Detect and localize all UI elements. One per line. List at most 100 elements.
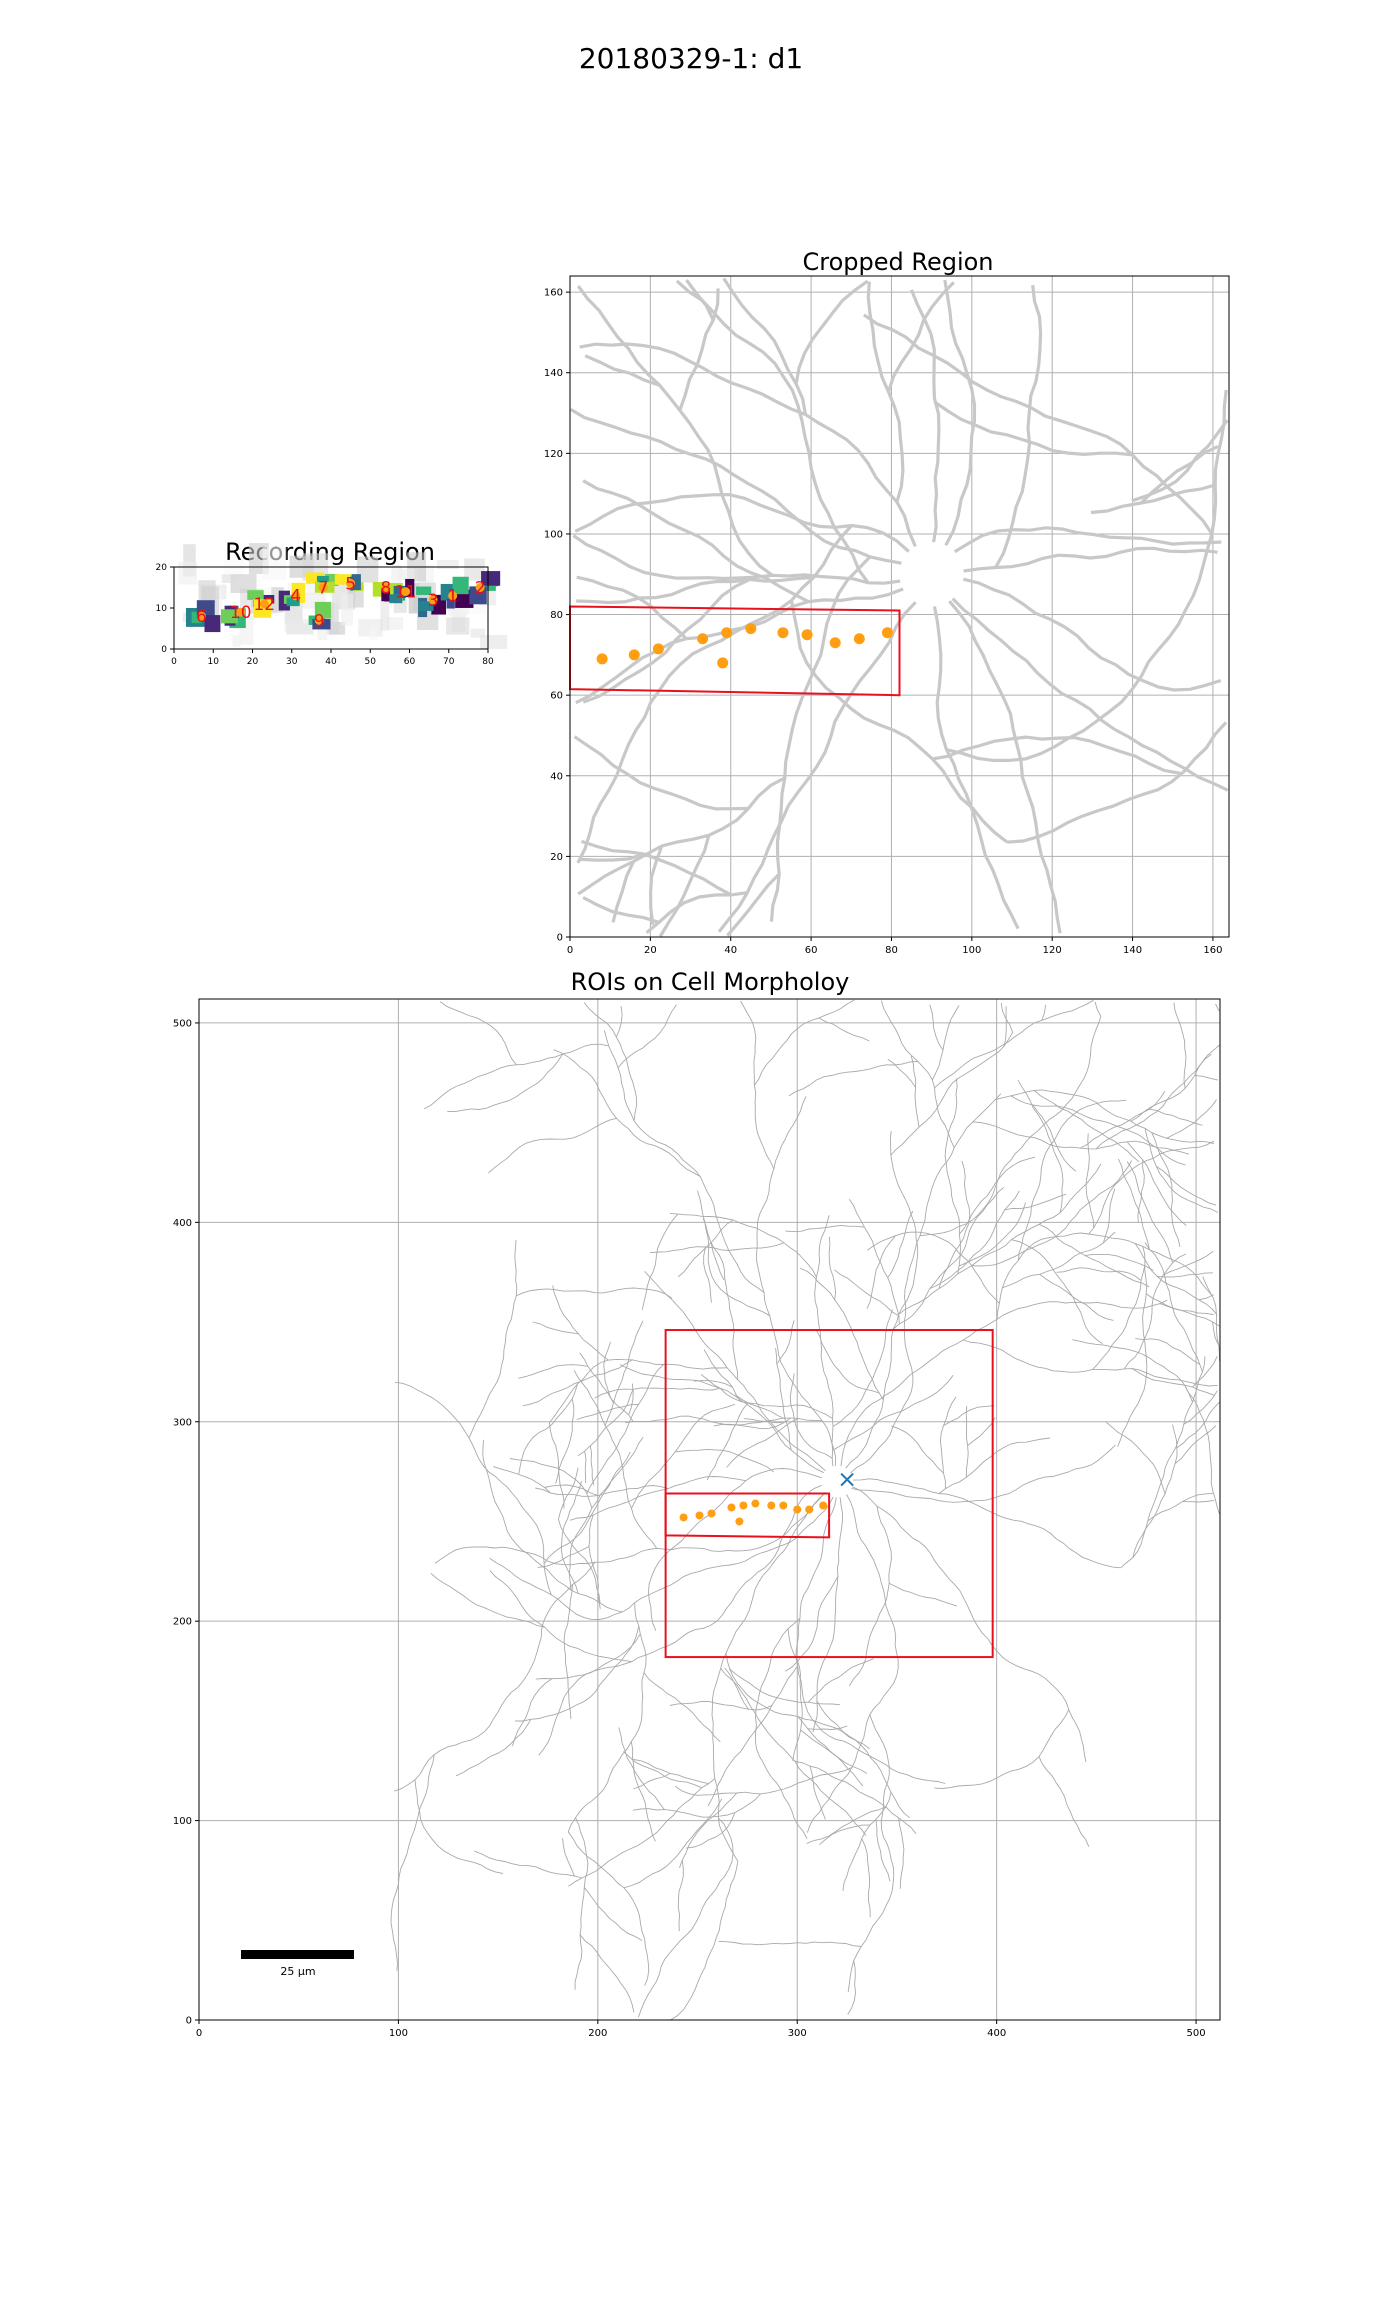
roi-point — [314, 615, 324, 625]
soma-marker — [840, 1472, 854, 1487]
roi-point — [829, 637, 841, 649]
dendrite — [604, 1320, 644, 1426]
heatmap-bg-cell — [178, 561, 198, 585]
roi-point — [735, 1517, 744, 1526]
dendrite — [867, 1231, 1000, 1304]
dendrite — [648, 1468, 822, 1631]
roi-point — [751, 1499, 760, 1508]
dendrite — [806, 1494, 899, 1833]
dendrite — [789, 1373, 833, 1459]
dendrite — [576, 575, 814, 605]
dendrite — [1173, 1002, 1187, 1089]
roi-point — [717, 657, 729, 669]
dendrite — [518, 1364, 589, 1379]
dendrite — [818, 1017, 870, 1042]
dendrite — [538, 1484, 822, 1756]
dendrite — [696, 1190, 771, 1317]
dendrite — [414, 1779, 504, 1874]
dendrite — [1144, 1128, 1219, 1213]
dendrite — [617, 1004, 677, 1069]
dendrite — [951, 597, 1229, 792]
roi-mask-cell — [306, 572, 325, 584]
dendrite — [1056, 1267, 1142, 1281]
dendrite — [875, 1819, 891, 1882]
dendrite — [544, 1484, 599, 1497]
dendrite — [468, 1240, 518, 1439]
y-tick-label: 500 — [173, 1018, 192, 1029]
y-tick-label: 20 — [550, 852, 563, 863]
dendrite — [785, 1576, 839, 1672]
dendrite — [1117, 1246, 1148, 1447]
dendrite — [931, 1005, 960, 1081]
dendrite — [1117, 1158, 1150, 1250]
roi-mask-cell — [286, 597, 300, 607]
dendrite — [815, 1328, 880, 1394]
dendrite — [560, 1480, 582, 1594]
dendrite — [511, 1678, 553, 1747]
dendrite — [740, 1000, 775, 1170]
x-tick-label: 0 — [196, 2028, 202, 2039]
figure-title: 20180329-1: d1 — [579, 42, 803, 75]
morphology-roi-markers — [679, 1499, 828, 1526]
roi-point — [236, 607, 246, 617]
dendrite — [847, 1960, 856, 2015]
dendrite — [589, 1445, 595, 1486]
dendrite — [886, 281, 955, 393]
dendrite — [632, 1793, 761, 1818]
roi-mask-cell — [351, 574, 361, 591]
x-tick-label: 100 — [389, 2028, 408, 2039]
dendrite — [618, 1727, 665, 1810]
dendrite — [509, 1458, 593, 1509]
dendrite — [888, 1582, 958, 1607]
dendrite — [845, 1131, 919, 1469]
dendrite — [582, 896, 660, 924]
roi-point — [805, 1505, 814, 1514]
dendrite — [522, 1359, 633, 1407]
dendrite — [938, 1160, 971, 1289]
dendrite — [1120, 1356, 1206, 1569]
roi-point — [259, 599, 269, 609]
dendrite — [892, 1186, 1005, 1330]
dendrite — [958, 1202, 1027, 1267]
dendrite — [573, 735, 749, 811]
dendrite — [726, 872, 781, 937]
dendrite — [996, 1232, 1213, 1320]
dendrite — [1151, 1132, 1181, 1247]
dendrite — [812, 1497, 843, 1733]
roi-point — [697, 633, 709, 645]
dendrite — [518, 1383, 578, 1475]
dendrite — [493, 1466, 551, 1494]
x-tick-label: 300 — [788, 2028, 807, 2039]
roi-point — [381, 583, 391, 592]
heatmap-bg-cell — [459, 605, 486, 614]
dendrite — [788, 1060, 918, 1097]
dendrite — [658, 834, 711, 937]
dendrite — [574, 1817, 589, 1990]
roi-mask-cell — [191, 611, 202, 624]
dendrite — [933, 400, 1133, 457]
dendrite — [594, 1387, 721, 1399]
dendrite — [726, 1417, 799, 1468]
heatmap-bg-cell — [386, 617, 404, 630]
dendrite — [866, 281, 905, 503]
x-tick-label: 80 — [885, 945, 898, 956]
roi-mask-cell — [247, 590, 264, 600]
morphology-panel: ROIs on Cell Morpholoy 0 100 200 300 400 5000… — [173, 968, 1221, 2039]
roi-point — [819, 1501, 828, 1510]
dendrite — [887, 1210, 914, 1278]
dendrite — [532, 1321, 579, 1335]
roi-label: 7 — [318, 579, 329, 599]
dendrite — [678, 288, 720, 411]
dendrite — [580, 839, 733, 897]
dendrite — [670, 1861, 739, 2021]
dendrite — [722, 277, 808, 415]
scale-bar-rect — [241, 1950, 354, 1959]
dendrite — [819, 1824, 870, 1846]
dendrite — [586, 1363, 665, 1494]
dendrite — [583, 1887, 643, 1941]
scale-bar: 25 µm — [241, 1950, 354, 1978]
dendrite — [799, 1267, 884, 1401]
dendrite — [965, 1405, 969, 1478]
dendrite — [669, 1700, 772, 1711]
